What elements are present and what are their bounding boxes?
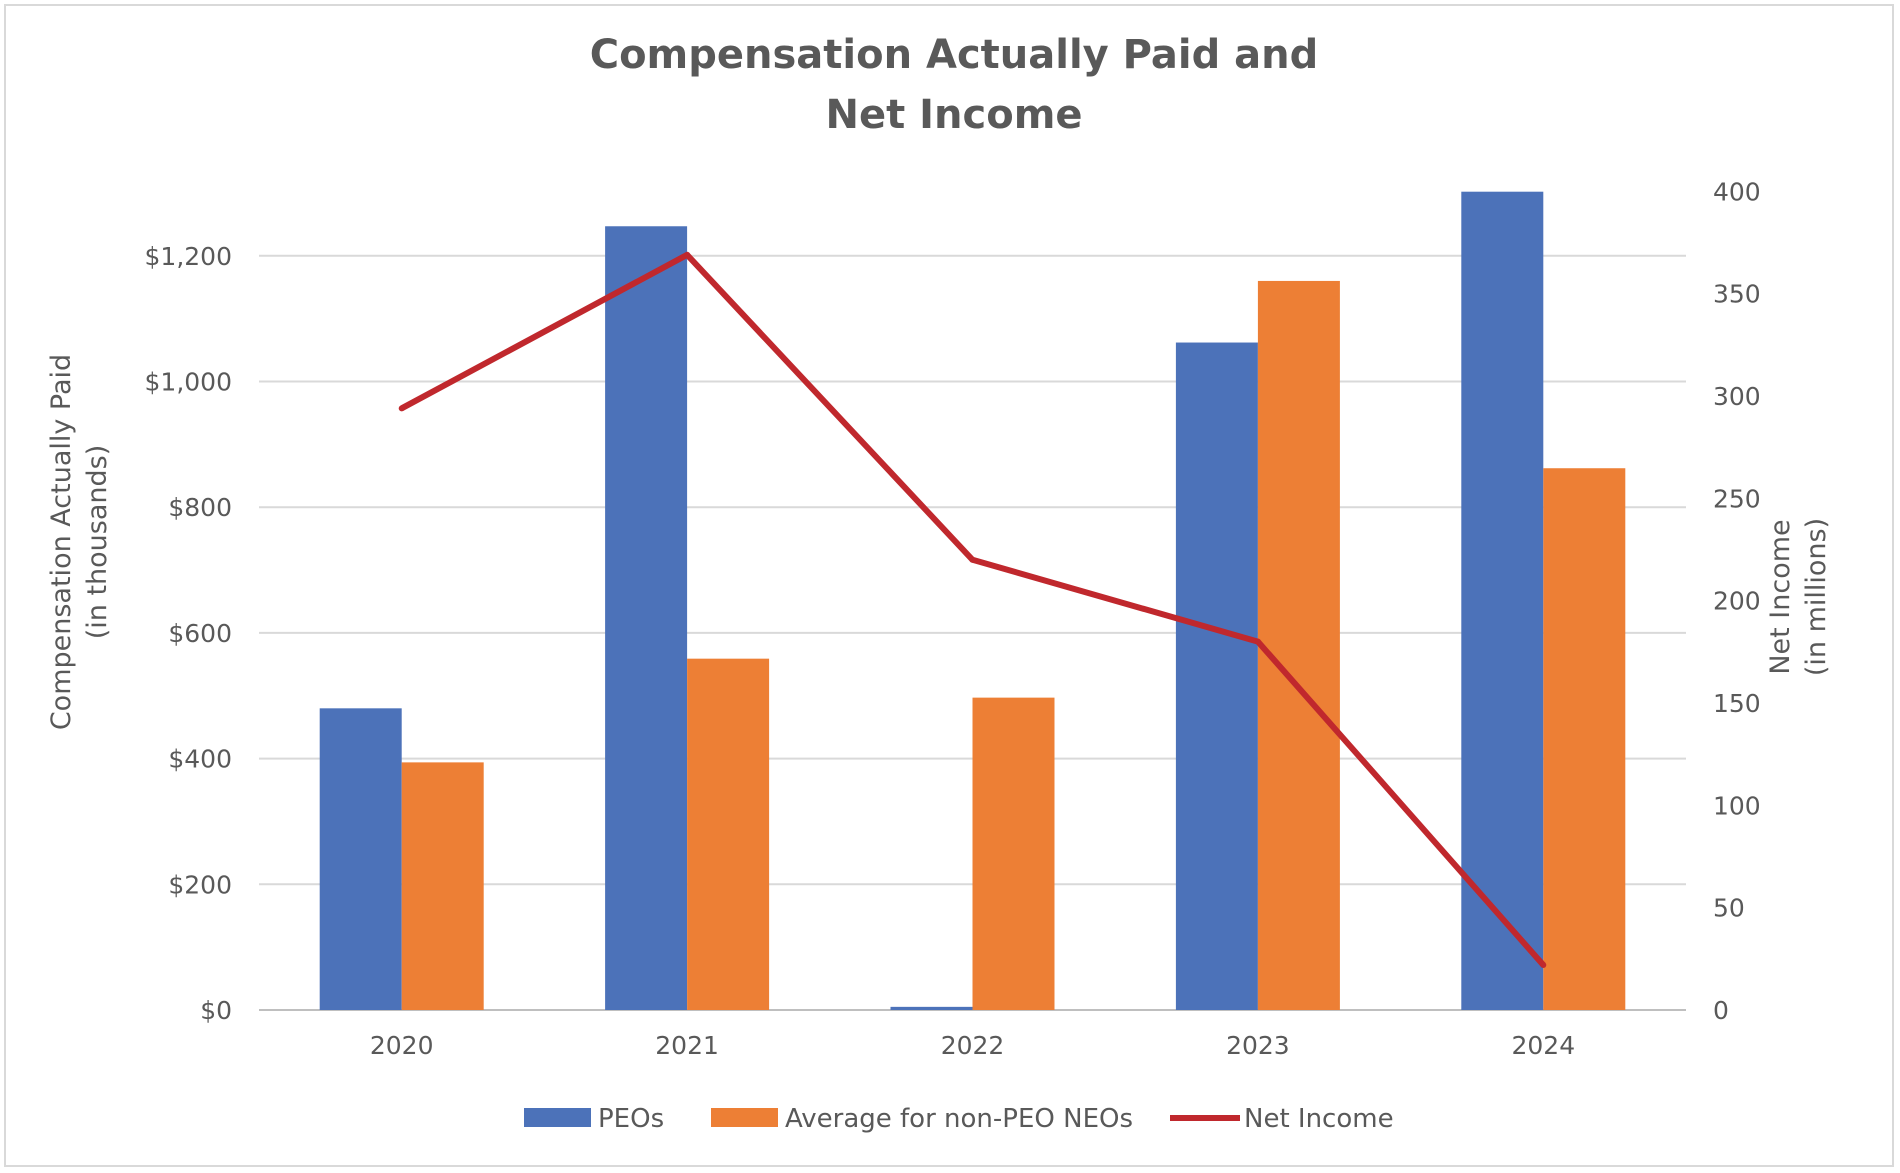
right-axis-tick-label: 400 [1713,177,1761,206]
legend-item-net-income: Net Income [1170,1104,1394,1134]
left-axis-title: Compensation Actually Paid (in thousands… [46,354,113,730]
bar-peos-2023 [1175,342,1258,1011]
bar-average-for-non-peo-neos-2021 [687,658,770,1010]
bar-peos-2021 [605,226,688,1010]
bar-peos-2020 [319,708,402,1010]
left-axis-tick-label: $1,200 [145,242,232,271]
bars [319,191,1626,1011]
left-axis-title-line-2: (in thousands) [82,445,113,640]
chart-title-line-1: Compensation Actually Paid and [590,32,1319,78]
right-axis-tick-labels: 0 50 100 150 200 250 300 350 400 [1713,177,1761,1025]
legend-swatch-peos [524,1108,591,1127]
chart-frame: Compensation Actually Paid and Net Incom… [4,4,1894,1167]
net-income-point-2020 [398,405,405,412]
x-axis-tick-labels: 2020 2021 2022 2023 2024 [370,1031,1575,1060]
right-axis-tick-label: 150 [1713,689,1761,718]
right-axis-title-line-2: (in millions) [1801,518,1832,676]
left-axis-tick-labels: $0 $200 $400 $600 $800 $1,000 $1,200 [145,242,232,1025]
bar-average-for-non-peo-neos-2024 [1543,468,1626,1010]
left-axis-tick-label: $200 [168,870,232,899]
net-income-point-2024 [1540,961,1547,968]
right-axis-tick-label: 50 [1713,894,1745,923]
left-axis-tick-label: $800 [168,493,232,522]
bar-peos-2024 [1461,191,1544,1010]
left-axis-tick-label: $0 [200,996,232,1025]
net-income-point-2022 [969,556,976,563]
right-axis-tick-label: 200 [1713,587,1761,616]
right-axis-tick-label: 300 [1713,382,1761,411]
legend-label-peos: PEOs [598,1104,664,1134]
bar-average-for-non-peo-neos-2022 [972,697,1055,1010]
legend-swatch-non-peo-neos [711,1108,778,1127]
x-axis-tick-label-2022: 2022 [941,1031,1005,1060]
right-axis-tick-label: 0 [1713,996,1729,1025]
right-axis-tick-label: 100 [1713,791,1761,820]
left-axis-tick-label: $1,000 [145,368,232,397]
legend-item-peos: PEOs [524,1104,664,1134]
right-axis-title-line-1: Net Income [1765,519,1796,674]
right-axis-tick-label: 350 [1713,280,1761,309]
legend: PEOs Average for non-PEO NEOs Net Income [524,1104,1394,1134]
bar-average-for-non-peo-neos-2023 [1257,280,1340,1010]
right-axis-tick-label: 250 [1713,484,1761,513]
left-axis-tick-label: $400 [168,745,232,774]
net-income-point-2021 [684,251,691,258]
legend-label-net-income: Net Income [1244,1104,1394,1134]
x-axis-tick-label-2020: 2020 [370,1031,434,1060]
left-axis-tick-label: $600 [168,619,232,648]
left-axis-title-line-1: Compensation Actually Paid [46,354,77,730]
right-axis-title: Net Income (in millions) [1765,518,1832,676]
legend-item-non-peo-neos: Average for non-PEO NEOs [711,1104,1133,1134]
x-axis-tick-label-2024: 2024 [1511,1031,1575,1060]
compensation-net-income-chart: Compensation Actually Paid and Net Incom… [46,32,1832,1134]
net-income-line-group [398,251,1547,968]
x-axis-tick-label-2023: 2023 [1226,1031,1290,1060]
chart-title: Compensation Actually Paid and Net Incom… [590,32,1319,138]
x-axis-tick-label-2021: 2021 [655,1031,719,1060]
net-income-point-2023 [1254,638,1261,645]
bar-average-for-non-peo-neos-2020 [401,762,484,1010]
legend-label-non-peo-neos: Average for non-PEO NEOs [785,1104,1133,1134]
chart-title-line-2: Net Income [825,92,1082,138]
bar-peos-2022 [890,1006,973,1010]
